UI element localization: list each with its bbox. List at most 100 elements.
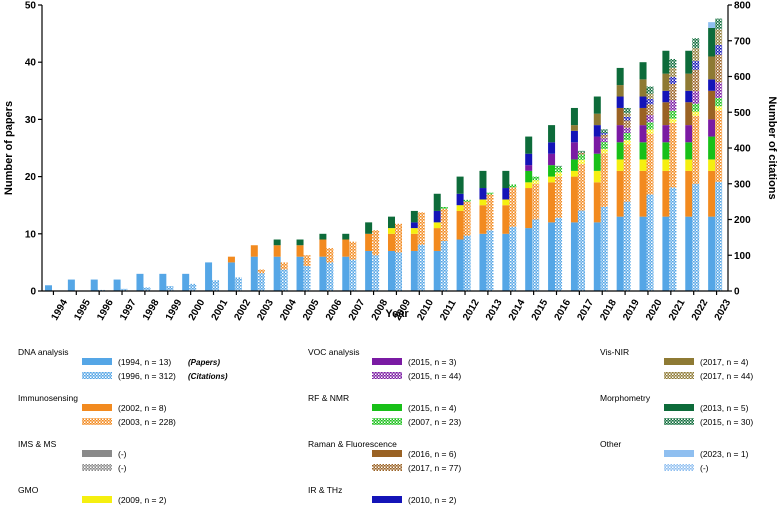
bar-citations-dna-2016 <box>555 217 563 291</box>
legend-papers-rfnmr: (2015, n = 4) <box>408 403 457 413</box>
legend-papers-other: (2023, n = 1) <box>700 449 749 459</box>
bar-papers-rfnmr-2017 <box>570 159 578 171</box>
bar-citations-immuno-2005 <box>303 255 311 266</box>
bar-citations-dna-2004 <box>280 269 288 291</box>
bar-citations-dna-2022 <box>692 183 700 291</box>
x-tick-label: 1994 <box>50 297 71 322</box>
bar-papers-gmo-2012 <box>456 205 464 211</box>
x-tick-label: 2015 <box>530 297 551 322</box>
x-tick-label: 2022 <box>690 297 711 322</box>
legend-title-ims: IMS & MS <box>18 439 57 449</box>
bar-papers-visnir-2018 <box>593 113 601 126</box>
bar-citations-rfnmr-2023 <box>715 97 723 107</box>
legend-citations-other: (-) <box>700 463 709 473</box>
bar-citations-immuno-2006 <box>326 248 334 263</box>
legend-swatch-papers-voc <box>372 358 402 365</box>
bar-papers-voc-2018 <box>593 136 601 154</box>
bar-papers-irthz-2018 <box>593 125 601 137</box>
bar-papers-dna-2011 <box>433 250 441 291</box>
bar-citations-gmo-2020 <box>646 129 654 134</box>
bar-papers-morpho-2016 <box>548 125 556 143</box>
x-tick-label: 2002 <box>232 297 253 322</box>
x-tick-label: 2019 <box>621 297 642 322</box>
legend-swatch-citations-voc <box>372 372 402 379</box>
bar-citations-dna-2006 <box>326 262 334 291</box>
bar-papers-gmo-2009 <box>388 228 395 234</box>
x-tick-label: 2016 <box>553 297 574 322</box>
bar-papers-dna-2007 <box>342 256 350 291</box>
bar-citations-dna-2011 <box>440 240 448 291</box>
bar-papers-dna-1999 <box>159 273 167 291</box>
bar-papers-gmo-2022 <box>685 159 693 171</box>
legend-note-citations: (Citations) <box>188 372 228 381</box>
legend-swatch-citations-ims <box>82 464 112 471</box>
legend-swatch-citations-immuno <box>82 418 112 425</box>
bar-papers-dna-2010 <box>410 250 418 291</box>
bar-papers-immuno-2005 <box>296 245 304 257</box>
legend-papers-raman: (2016, n = 6) <box>408 449 457 459</box>
bar-papers-morpho-2021 <box>662 50 670 74</box>
bar-citations-morpho-2020 <box>646 86 654 94</box>
bar-papers-immuno-2013 <box>479 205 487 234</box>
legend-papers-gmo: (2009, n = 2) <box>118 495 167 505</box>
bar-citations-rfnmr-2011 <box>440 206 448 209</box>
x-tick-label: 2023 <box>713 297 734 322</box>
bar-papers-immuno-2006 <box>319 239 327 257</box>
bar-papers-morpho-2023 <box>708 27 716 57</box>
bar-papers-raman-2023 <box>708 90 716 120</box>
bar-citations-dna-2000 <box>189 283 197 291</box>
bar-citations-irthz-2021 <box>669 76 677 85</box>
bar-papers-dna-2008 <box>365 250 373 291</box>
bar-citations-raman-2018 <box>600 134 608 139</box>
legend-swatch-citations-other <box>664 464 694 471</box>
legend-papers-immuno: (2002, n = 8) <box>118 403 167 413</box>
bar-papers-immuno-2012 <box>456 210 464 240</box>
bar-papers-raman-2019 <box>616 107 624 126</box>
bar-citations-dna-2023 <box>715 181 723 291</box>
bar-papers-voc-2015 <box>525 165 533 171</box>
bar-citations-immuno-2010 <box>417 212 425 245</box>
x-tick-label: 1997 <box>118 297 139 322</box>
bar-citations-gmo-2022 <box>692 111 700 116</box>
legend-swatch-citations-visnir <box>664 372 694 379</box>
legend-swatch-citations-rfnmr <box>372 418 402 425</box>
legend-swatch-papers-raman <box>372 450 402 457</box>
bar-papers-rfnmr-2023 <box>708 136 716 160</box>
legend-note-papers: (Papers) <box>188 358 220 367</box>
bar-papers-immuno-2016 <box>548 182 556 223</box>
bar-citations-rfnmr-2022 <box>692 103 700 112</box>
bar-papers-voc-2020 <box>639 125 647 143</box>
legend-title-visnir: Vis-NIR <box>600 347 629 357</box>
bar-papers-morpho-2015 <box>525 136 533 154</box>
bar-citations-immuno-2012 <box>463 201 471 236</box>
bar-papers-irthz-2014 <box>502 188 510 200</box>
y-left-tick-label: 0 <box>30 287 36 298</box>
bar-papers-voc-2021 <box>662 125 670 143</box>
x-tick-label: 2004 <box>278 297 299 322</box>
bar-papers-visnir-2021 <box>662 73 670 91</box>
bar-papers-irthz-2013 <box>479 188 487 200</box>
y-right-tick-label: 800 <box>734 1 751 12</box>
bar-citations-gmo-2015 <box>532 180 540 184</box>
y-left-tick-label: 20 <box>25 172 37 183</box>
bar-papers-gmo-2018 <box>593 170 601 183</box>
legend-swatch-papers-immuno <box>82 404 112 411</box>
bar-citations-gmo-2023 <box>715 106 723 111</box>
bar-citations-morpho-2017 <box>577 150 585 153</box>
bar-papers-dna-2003 <box>250 256 258 291</box>
bar-citations-rfnmr-2018 <box>600 141 608 150</box>
bar-papers-voc-2019 <box>616 125 624 143</box>
bar-papers-visnir-2019 <box>616 85 624 97</box>
bar-papers-dna-1997 <box>113 279 121 291</box>
bar-papers-dna-2020 <box>639 216 647 291</box>
bar-papers-dna-1994 <box>45 285 52 291</box>
bar-papers-immuno-2002 <box>227 256 235 263</box>
bar-citations-gmo-2019 <box>623 140 631 145</box>
y-right-tick-label: 0 <box>734 287 740 298</box>
bar-citations-immuno-2011 <box>440 208 448 241</box>
bar-papers-gmo-2017 <box>570 170 578 177</box>
bar-citations-immuno-2022 <box>692 115 700 184</box>
legend-citations-morpho: (2015, n = 30) <box>700 417 753 427</box>
y-right-tick-label: 300 <box>734 179 751 190</box>
